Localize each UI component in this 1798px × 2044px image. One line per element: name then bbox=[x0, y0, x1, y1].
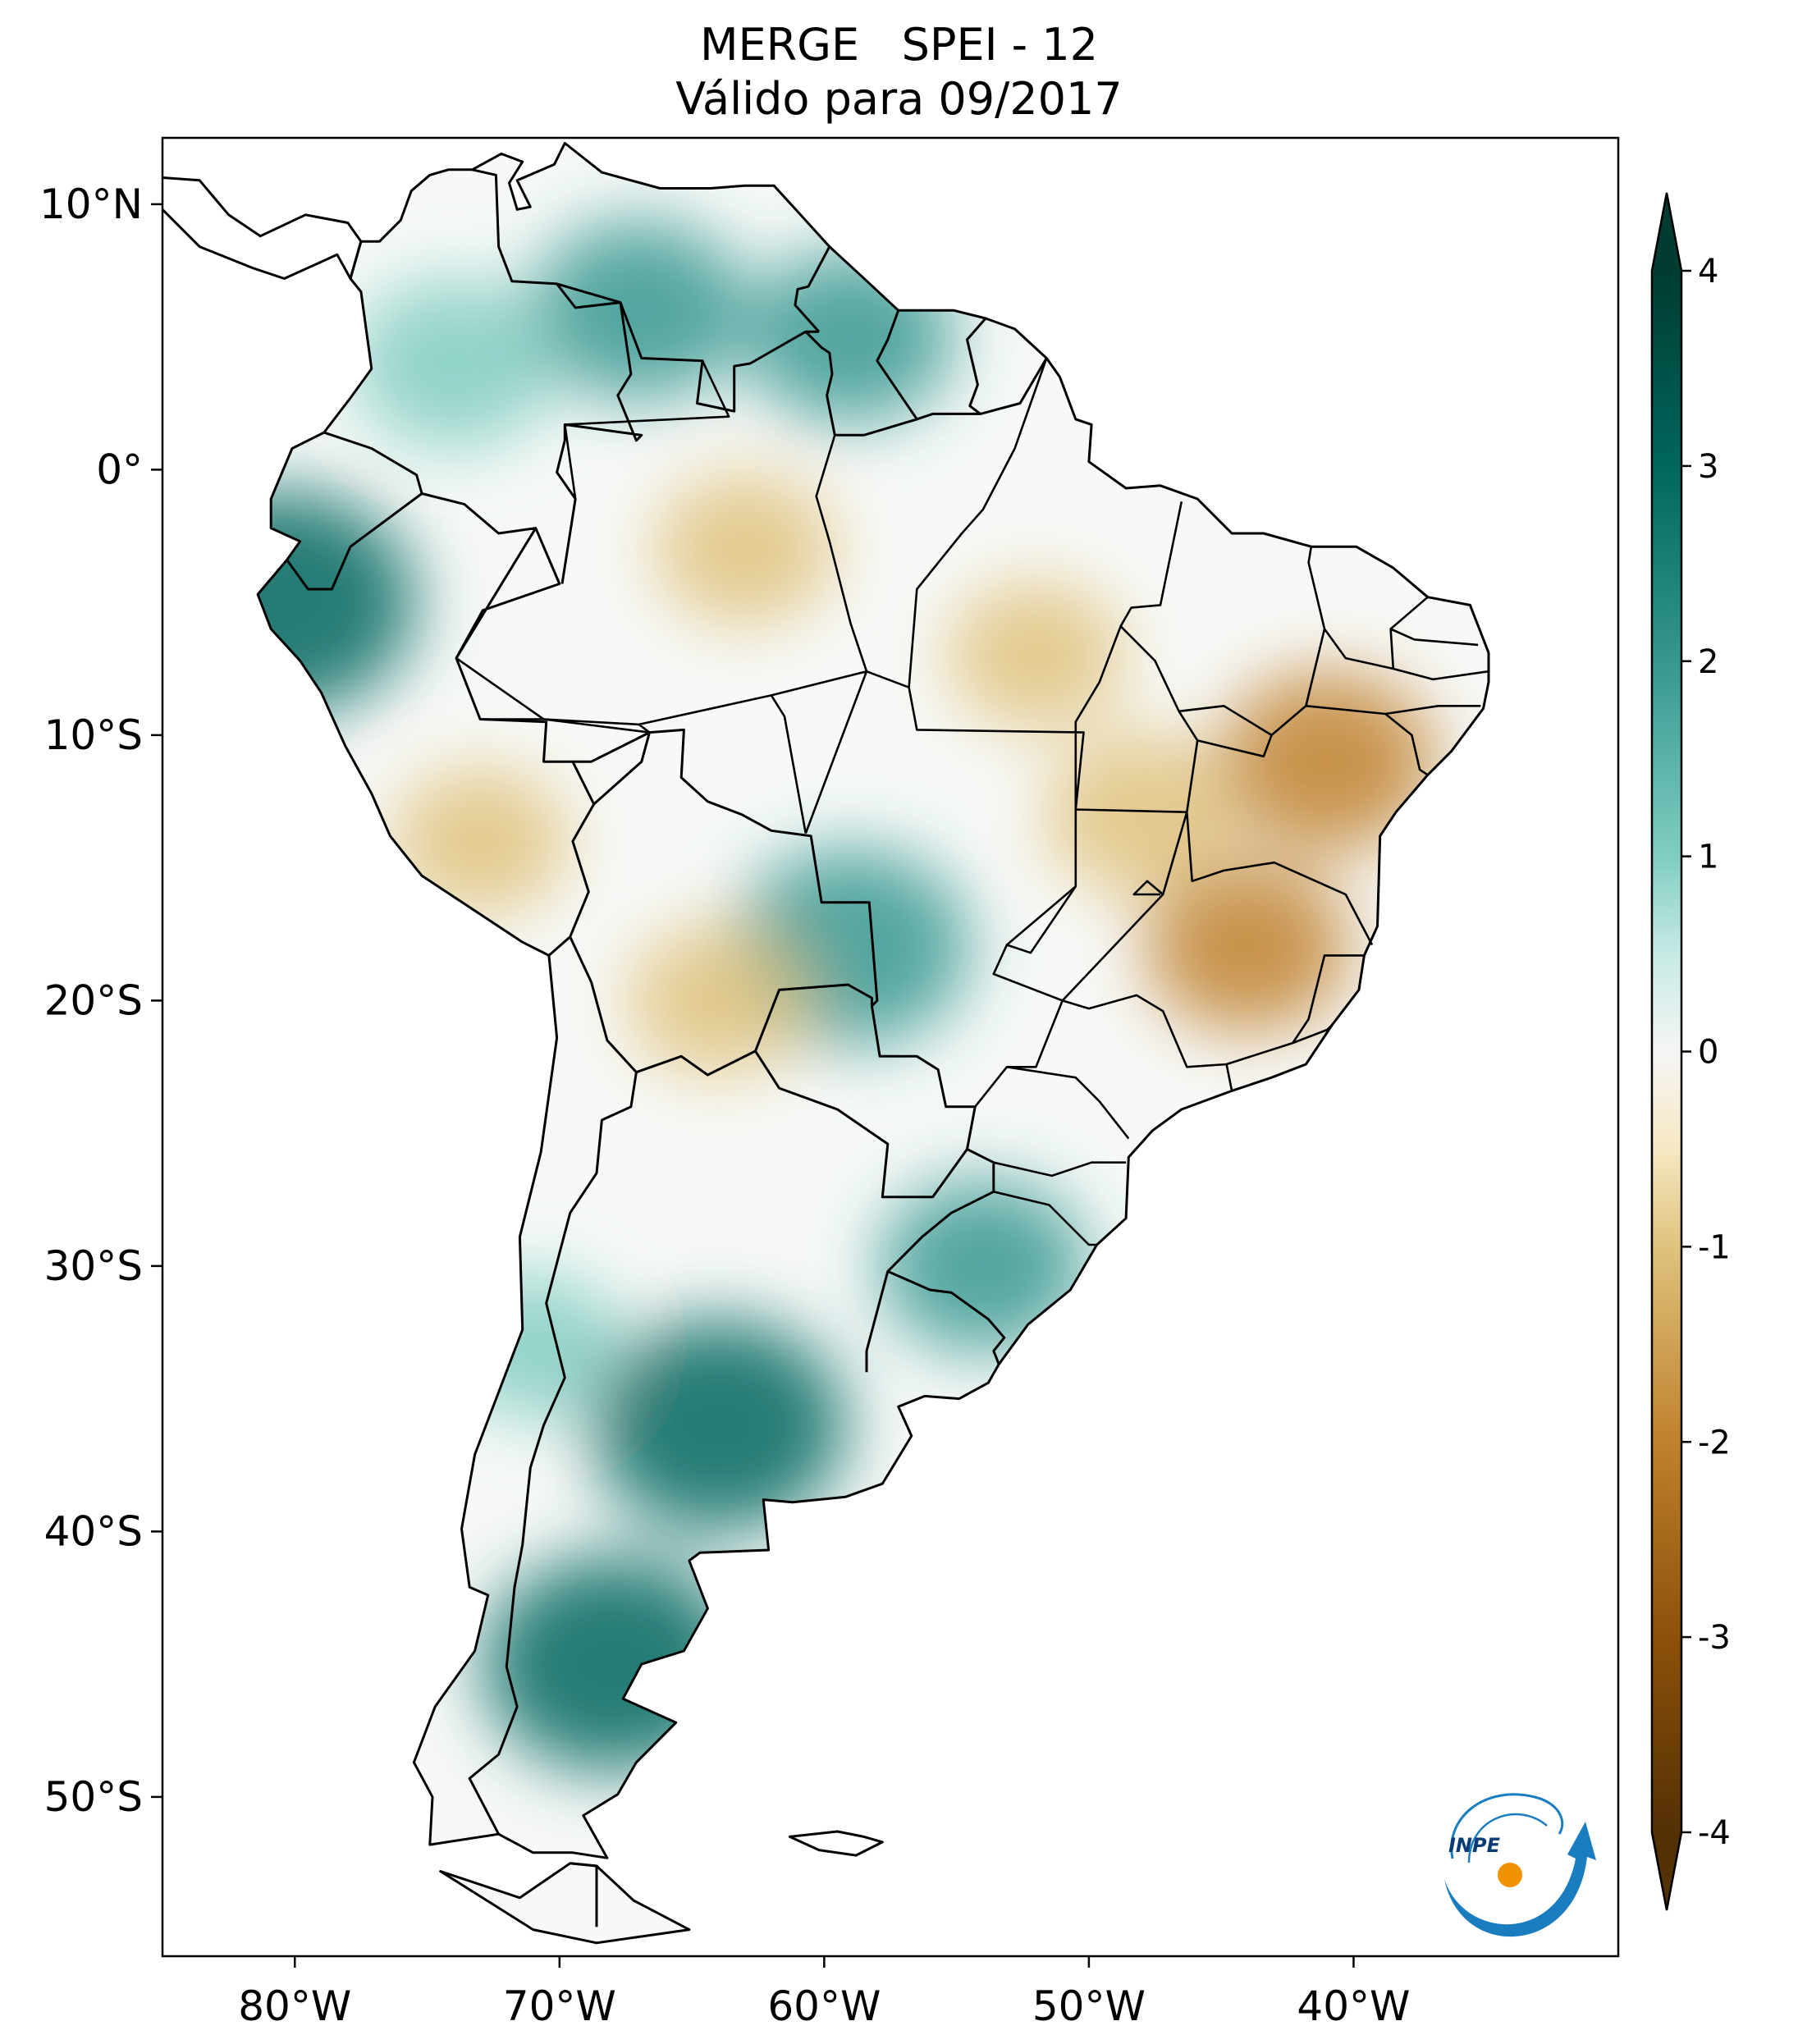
logo-orbit-line bbox=[1450, 1793, 1564, 1859]
logo-arrow bbox=[1444, 1822, 1596, 1937]
anomaly-blob-5 bbox=[654, 473, 835, 625]
map-title: MERGE SPEI - 12 Válido para 09/2017 bbox=[0, 18, 1798, 126]
anomaly-blob-12 bbox=[879, 1179, 1087, 1353]
colorbar-tick-label: 0 bbox=[1698, 1034, 1718, 1072]
central-america-coast bbox=[161, 176, 363, 280]
title-line-2: Válido para 09/2017 bbox=[675, 73, 1123, 125]
anomaly-blob-15 bbox=[391, 767, 569, 916]
map-frame bbox=[161, 136, 1620, 1958]
lon-tick-label: 40°W bbox=[1297, 1982, 1410, 2030]
colorbar: 4 3 2 1 0 -1 -2 -3 -4 bbox=[1650, 192, 1731, 1911]
logo-dot bbox=[1498, 1863, 1522, 1887]
colorbar-ticks: 4 3 2 1 0 -1 -2 -3 -4 bbox=[1681, 253, 1731, 1852]
longitude-ticks: 80°W 70°W 60°W 50°W 40°W bbox=[238, 1956, 1410, 2030]
lat-tick-label: 10°N bbox=[39, 181, 143, 228]
title-line-1: MERGE SPEI - 12 bbox=[699, 19, 1099, 71]
lat-tick-label: 50°S bbox=[44, 1773, 143, 1821]
colorbar-tick-label: -4 bbox=[1698, 1814, 1731, 1852]
anomaly-blob-11 bbox=[627, 925, 809, 1077]
lat-tick-label: 10°S bbox=[44, 711, 143, 759]
colorbar-tick-label: 2 bbox=[1698, 643, 1718, 681]
tierra-del-fuego bbox=[440, 1863, 689, 1943]
anomaly-blob-9 bbox=[1045, 734, 1239, 896]
anomaly-blob-1 bbox=[531, 220, 748, 400]
anomaly-blob-6 bbox=[947, 582, 1125, 729]
state-borders bbox=[455, 358, 1489, 1246]
lon-tick-label: 60°W bbox=[767, 1982, 881, 2030]
coastline bbox=[256, 142, 1490, 1859]
colorbar-tick-label: -1 bbox=[1698, 1228, 1731, 1266]
lon-tick-label: 50°W bbox=[1032, 1982, 1146, 2030]
anomaly-blob-8 bbox=[1146, 862, 1349, 1032]
lat-tick-label: 0° bbox=[96, 446, 143, 493]
anomaly-blob-7 bbox=[1219, 671, 1435, 852]
lat-tick-label: 20°S bbox=[44, 976, 143, 1024]
lon-tick-label: 70°W bbox=[503, 1982, 616, 2030]
tierra-del-fuego-coast bbox=[439, 1862, 691, 1945]
spei-anomaly-field bbox=[258, 220, 1435, 1772]
colorbar-tick-label: 3 bbox=[1698, 448, 1718, 486]
logo-orbit-line-inner bbox=[1467, 1813, 1548, 1863]
lon-tick-label: 80°W bbox=[238, 1982, 351, 2030]
colorbar-tick-label: 1 bbox=[1698, 839, 1718, 876]
latitude-ticks: 10°N 0° 10°S 20°S 30°S 40°S 50°S bbox=[39, 181, 162, 1821]
anomaly-blob-2 bbox=[352, 279, 556, 448]
anomaly-blob-3 bbox=[258, 491, 416, 715]
land-layer bbox=[258, 143, 1489, 1943]
lat-tick-label: 30°S bbox=[44, 1242, 143, 1290]
inpe-logo: INPE bbox=[1444, 1793, 1596, 1937]
falkland-islands bbox=[788, 1830, 884, 1857]
lat-tick-label: 40°S bbox=[44, 1507, 143, 1555]
logo-text: INPE bbox=[1448, 1834, 1501, 1857]
anomaly-blob-13 bbox=[591, 1319, 846, 1532]
colorbar-tick-label: -3 bbox=[1698, 1619, 1731, 1657]
colorbar-body bbox=[1650, 192, 1683, 1911]
political-borders bbox=[161, 142, 1490, 1945]
colorbar-tick-label: -2 bbox=[1698, 1424, 1731, 1461]
colorbar-tick-label: 4 bbox=[1698, 253, 1718, 290]
